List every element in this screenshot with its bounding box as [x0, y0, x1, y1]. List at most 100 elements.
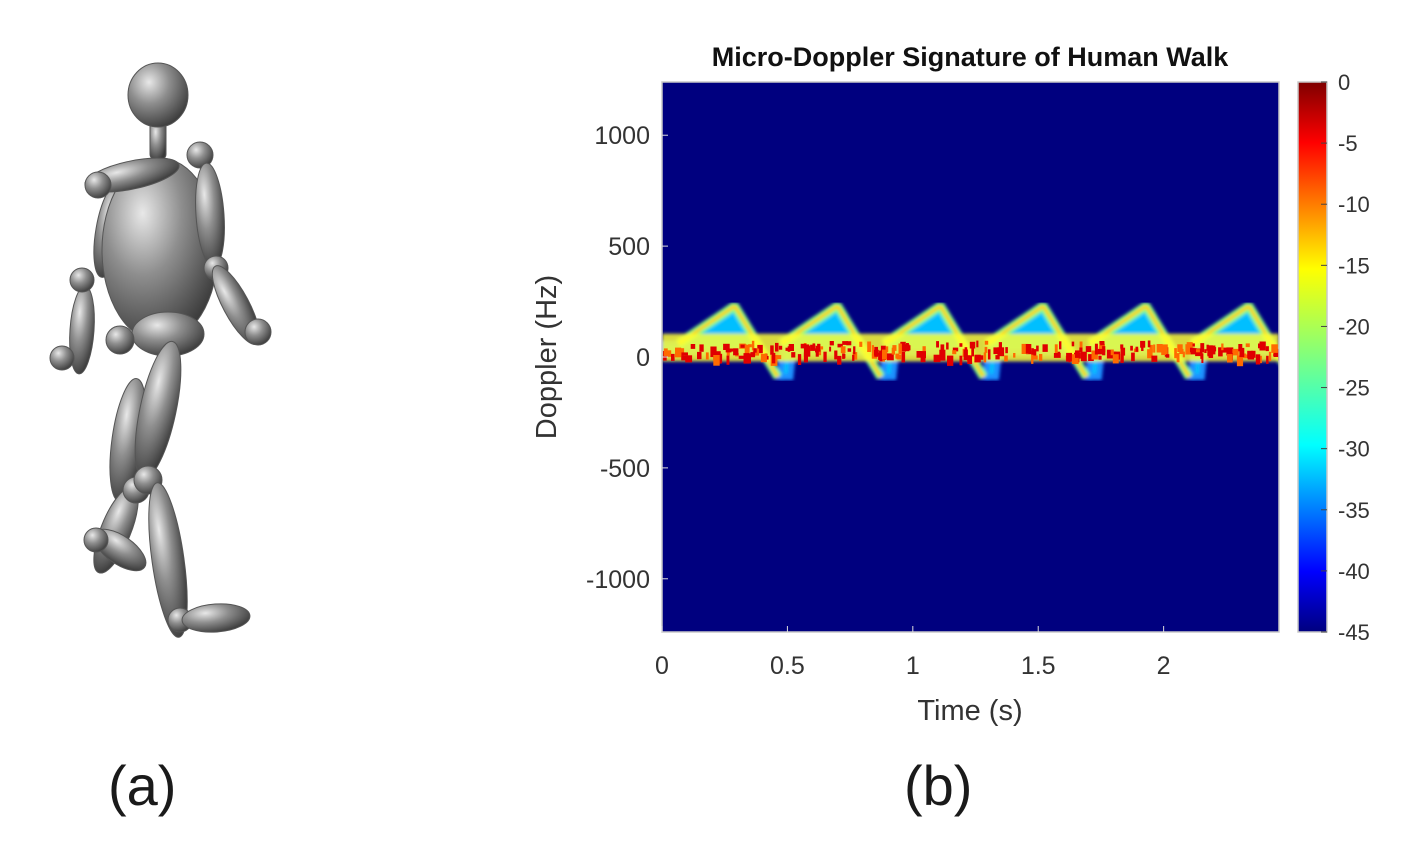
torso-speckle — [791, 352, 796, 358]
colorbar-tick-label: -10 — [1338, 192, 1370, 217]
torso-speckle — [760, 353, 767, 363]
torso-speckle — [952, 350, 957, 355]
x-tick-label: 0.5 — [770, 652, 805, 680]
torso-speckle — [842, 353, 845, 359]
torso-speckle — [803, 346, 811, 357]
panel-label-b: (b) — [904, 754, 973, 817]
torso-speckle — [1097, 348, 1104, 355]
torso-speckle — [933, 354, 941, 363]
walking-mannequin-figure — [49, 62, 272, 638]
colorbar-tick-label: -5 — [1338, 131, 1358, 156]
torso-speckle — [1068, 354, 1071, 363]
torso-speckle — [1031, 354, 1034, 364]
torso-speckle — [1232, 348, 1239, 356]
torso-speckle — [987, 349, 991, 360]
colorbar-tick-label: -25 — [1338, 376, 1370, 401]
torso-speckle — [995, 355, 1000, 360]
x-tick-label: 1.5 — [1021, 652, 1056, 680]
torso-speckle — [959, 343, 963, 347]
torso-speckle — [743, 353, 750, 364]
torso-speckle — [788, 344, 794, 351]
torso-speckle — [1130, 345, 1133, 351]
torso-speckle — [1242, 353, 1247, 359]
torso-speckle — [1161, 344, 1168, 356]
torso-speckle — [757, 344, 763, 354]
torso-speckle — [963, 349, 968, 360]
torso-speckle — [1255, 354, 1261, 365]
torso-speckle — [837, 343, 843, 348]
torso-speckle — [713, 355, 720, 366]
torso-speckle — [974, 354, 981, 363]
torso-speckle — [775, 342, 779, 352]
colorbar-tick-label: 0 — [1338, 70, 1350, 95]
torso-speckle — [1071, 354, 1079, 364]
torso-speckle — [967, 355, 973, 364]
x-axis-ticks: 0 0.5 1 1.5 2 — [655, 626, 1171, 680]
torso-speckle — [920, 351, 926, 359]
torso-speckle — [993, 347, 1000, 355]
torso-speckle — [1196, 349, 1200, 353]
y-axis-ticks: 1000 500 0 -500 -1000 — [586, 122, 668, 594]
torso-speckle — [946, 342, 949, 350]
torso-speckle — [797, 354, 802, 365]
torso-speckle — [1247, 350, 1253, 359]
torso-speckle — [1186, 342, 1193, 352]
torso-speckle — [871, 345, 874, 356]
torso-speckle — [900, 341, 906, 352]
torso-speckle — [940, 344, 945, 355]
torso-speckle — [1110, 349, 1114, 356]
torso-speckle — [820, 346, 824, 350]
torso-speckle — [774, 355, 782, 360]
torso-speckle — [1131, 352, 1135, 362]
torso-speckle — [681, 352, 688, 356]
torso-speckle — [705, 352, 709, 360]
torso-speckle — [1147, 349, 1153, 359]
torso-speckle — [666, 350, 672, 357]
torso-speckle — [1211, 345, 1216, 355]
torso-speckle — [1236, 355, 1244, 367]
colorbar-tick-label: -45 — [1338, 620, 1370, 645]
torso-speckle — [971, 346, 974, 357]
torso-speckle — [859, 341, 863, 347]
torso-speckle — [837, 355, 842, 365]
torso-speckle — [748, 344, 752, 348]
torso-speckle — [1042, 344, 1048, 352]
torso-speckle — [1079, 341, 1083, 351]
torso-speckle — [1266, 355, 1269, 364]
torso-speckle — [1151, 355, 1158, 362]
torso-speckle — [1271, 344, 1278, 353]
torso-speckle — [1200, 349, 1203, 359]
torso-speckle — [1265, 346, 1269, 352]
torso-speckle — [1013, 353, 1016, 358]
torso-speckle — [723, 343, 730, 350]
torso-speckle — [983, 352, 987, 363]
torso-speckle — [733, 348, 739, 356]
torso-speckle — [1075, 350, 1080, 358]
torso-speckle — [1054, 344, 1058, 353]
torso-speckle — [901, 352, 906, 363]
colorbar-tick-label: -15 — [1338, 253, 1370, 278]
torso-speckle — [998, 342, 1002, 349]
torso-speckle — [1059, 341, 1062, 350]
torso-speckle — [922, 346, 926, 353]
torso-speckle — [1156, 344, 1163, 353]
torso-speckle — [1080, 351, 1087, 362]
torso-speckle — [1004, 355, 1008, 362]
y-tick-label: 1000 — [594, 122, 650, 150]
torso-speckle — [1192, 343, 1195, 347]
torso-speckle — [867, 341, 872, 352]
torso-speckle — [1031, 348, 1034, 355]
torso-speckle — [685, 355, 693, 363]
torso-speckle — [714, 349, 717, 358]
torso-speckle — [744, 344, 750, 356]
torso-speckle — [800, 343, 807, 349]
torso-speckle — [847, 348, 852, 352]
panel-label-a: (a) — [108, 754, 177, 817]
torso-speckle — [952, 347, 959, 352]
torso-speckle — [878, 352, 882, 360]
torso-speckle — [675, 347, 682, 358]
torso-speckle — [1053, 353, 1061, 358]
colorbar-ticks: 0 -5 -10 -15 -20 -25 -30 -35 -40 -45 — [1321, 70, 1370, 645]
